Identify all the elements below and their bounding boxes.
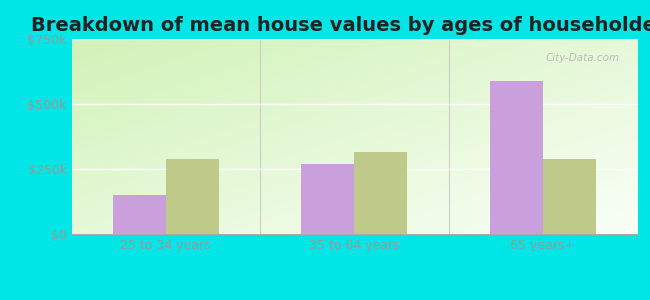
Bar	[113, 195, 166, 234]
Bar	[354, 152, 407, 234]
Text: City-Data.com: City-Data.com	[546, 52, 620, 63]
Title: Breakdown of mean house values by ages of householders: Breakdown of mean house values by ages o…	[31, 16, 650, 35]
Bar	[302, 164, 354, 234]
Bar	[543, 159, 595, 234]
Bar	[490, 81, 543, 234]
Bar	[166, 159, 218, 234]
